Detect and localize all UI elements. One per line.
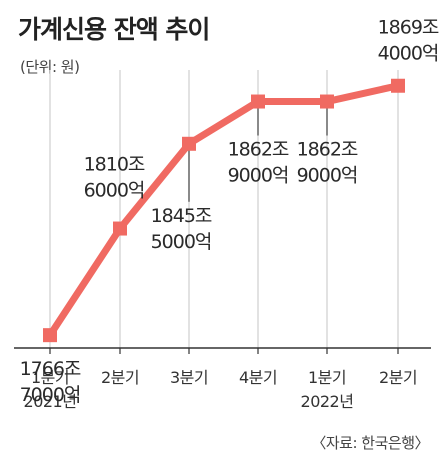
x-tick-label-1: 2분기 (101, 368, 139, 387)
data-label-4-line1: 1862조 (297, 139, 358, 161)
x-tick-label-0: 1분기 (31, 368, 69, 387)
data-label-4-line2: 9000억 (297, 165, 358, 187)
data-point-2 (182, 136, 196, 151)
x-tick-label-5: 2분기 (379, 368, 417, 387)
unit-label: (단위: 원) (20, 58, 80, 76)
data-point-1 (113, 221, 127, 236)
data-label-2-line2: 5000억 (151, 231, 212, 253)
x-tick-year-4: 2022년 (301, 392, 354, 411)
source-note: 〈자료: 한국은행〉 (311, 434, 429, 452)
data-point-5 (391, 78, 405, 93)
data-label-5-line1: 1869조 (378, 17, 439, 39)
x-tick-label-3: 4분기 (239, 368, 277, 387)
data-point-3 (251, 94, 265, 109)
chart-title: 가계신용 잔액 추이 (18, 15, 210, 44)
data-label-0-line1: 1766조 (20, 358, 81, 380)
data-label-3-line2: 9000억 (228, 165, 289, 187)
data-label-3-line1: 1862조 (228, 139, 289, 161)
series-line (46, 82, 402, 339)
data-label-5-line2: 4000억 (378, 43, 439, 65)
data-label-2-line1: 1845조 (151, 205, 212, 227)
x-tick-year-0: 2021년 (24, 392, 77, 411)
data-point-0 (43, 328, 57, 343)
data-label-0-line2: 7000억 (20, 384, 81, 406)
x-tick-label-4: 1분기 (308, 368, 346, 387)
data-label-1-line1: 1810조 (84, 154, 145, 176)
data-point-4 (320, 94, 334, 109)
data-label-1-line2: 6000억 (84, 180, 145, 202)
x-tick-label-2: 3분기 (170, 368, 208, 387)
